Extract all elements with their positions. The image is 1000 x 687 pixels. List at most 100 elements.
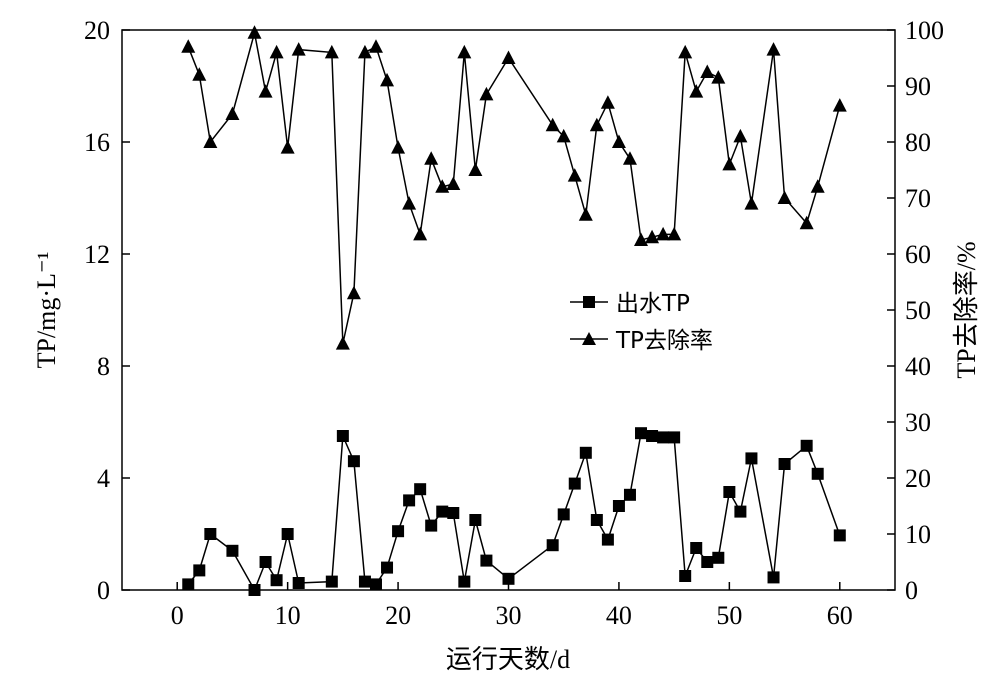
data-point-triangle: [324, 44, 339, 59]
data-point-square: [414, 483, 427, 496]
y-right-tick-label: 70: [905, 184, 931, 213]
data-point-square: [800, 439, 813, 452]
data-point-square: [579, 446, 592, 459]
data-point-square: [734, 505, 747, 518]
data-point-square: [347, 455, 360, 468]
series-layer: [181, 25, 847, 596]
data-point-triangle: [589, 117, 604, 132]
data-point-square: [182, 578, 195, 591]
data-point-triangle: [722, 156, 737, 171]
data-point-triangle: [258, 84, 273, 98]
data-point-square: [336, 430, 349, 442]
data-point-triangle: [446, 176, 461, 190]
y-right-tick-label: 10: [905, 520, 931, 549]
data-point-triangle: [600, 95, 615, 109]
data-point-triangle: [501, 50, 516, 64]
x-tick-label: 50: [716, 601, 742, 630]
data-point-square: [248, 584, 261, 596]
data-point-triangle: [832, 98, 847, 112]
data-point-square: [679, 570, 692, 582]
data-point-square: [635, 427, 648, 440]
data-point-triangle: [269, 44, 284, 59]
y-left-tick-label: 0: [97, 576, 110, 605]
x-tick-label: 0: [171, 601, 184, 630]
x-tick-label: 40: [606, 601, 632, 630]
data-point-triangle: [457, 44, 472, 59]
y-axis-left-label: TP/mg·L⁻¹: [32, 252, 61, 369]
data-point-triangle: [766, 42, 781, 56]
data-point-triangle: [181, 39, 196, 53]
data-point-square: [358, 575, 371, 588]
data-point-square: [403, 494, 416, 507]
data-point-triangle: [203, 134, 218, 148]
data-point-square: [623, 488, 636, 501]
data-point-triangle: [578, 207, 593, 221]
data-point-square: [447, 507, 460, 519]
y-right-tick-label: 100: [905, 16, 944, 45]
data-point-square: [668, 431, 681, 444]
data-point-square: [502, 572, 515, 585]
data-point-square: [381, 561, 394, 574]
data-point-square: [480, 554, 493, 567]
series-tp-removal: [181, 25, 847, 350]
data-point-triangle: [678, 44, 693, 59]
data-point-square: [292, 577, 305, 589]
data-point-square: [425, 519, 438, 532]
data-point-triangle: [634, 232, 649, 246]
y-right-tick-label: 0: [905, 576, 918, 605]
data-point-square: [469, 514, 482, 526]
data-point-square: [436, 505, 449, 518]
y-left-tick-label: 16: [84, 128, 110, 157]
y-right-tick-label: 20: [905, 464, 931, 493]
data-point-triangle: [700, 64, 715, 78]
data-point-triangle: [556, 128, 571, 143]
data-point-triangle: [656, 226, 671, 241]
data-point-triangle: [357, 44, 372, 59]
data-point-triangle: [622, 151, 637, 165]
data-point-square: [712, 551, 725, 564]
y-right-tick-label: 40: [905, 352, 931, 381]
y-left-tick-label: 12: [84, 240, 110, 269]
data-point-triangle: [733, 128, 748, 143]
y-right-tick-label: 80: [905, 128, 931, 157]
legend-square-icon: [583, 296, 595, 308]
data-point-triangle: [368, 39, 383, 53]
data-point-triangle: [380, 72, 395, 87]
data-point-triangle: [611, 134, 626, 148]
data-point-square: [193, 564, 206, 577]
data-point-triangle: [545, 117, 560, 132]
data-point-square: [204, 528, 217, 540]
x-tick-label: 10: [275, 601, 301, 630]
data-point-triangle: [567, 168, 582, 182]
data-point-square: [325, 575, 338, 588]
data-point-triangle: [435, 179, 450, 193]
data-point-square: [745, 452, 758, 465]
data-point-square: [767, 571, 780, 584]
data-point-square: [270, 574, 283, 587]
data-point-square: [701, 556, 714, 568]
data-point-square: [568, 477, 581, 490]
data-point-square: [657, 431, 670, 444]
x-axis-label: 运行天数/d: [446, 645, 570, 674]
data-point-square: [226, 544, 239, 557]
data-point-triangle: [291, 42, 306, 56]
data-point-triangle: [391, 140, 406, 154]
data-point-square: [601, 533, 614, 546]
legend: 出水TP TP去除率: [570, 291, 713, 354]
x-tick-label: 20: [385, 601, 411, 630]
data-point-triangle: [479, 86, 494, 101]
data-point-triangle: [468, 162, 483, 176]
data-point-triangle: [280, 140, 295, 154]
data-point-triangle: [645, 229, 660, 244]
axis-ticks: 0 10 20 30 40 50 60 0 4 8 12 16 20 0 10 20 30 40 50 60 70 80 9…: [84, 16, 944, 630]
x-tick-label: 60: [827, 601, 853, 630]
data-point-square: [590, 514, 603, 526]
legend-label-tp-removal: TP去除率: [615, 328, 713, 354]
data-point-triangle: [346, 285, 361, 300]
y-right-tick-label: 60: [905, 240, 931, 269]
data-point-triangle: [667, 226, 682, 241]
data-point-square: [281, 528, 294, 540]
data-point-square: [369, 578, 382, 591]
data-point-square: [723, 486, 736, 498]
